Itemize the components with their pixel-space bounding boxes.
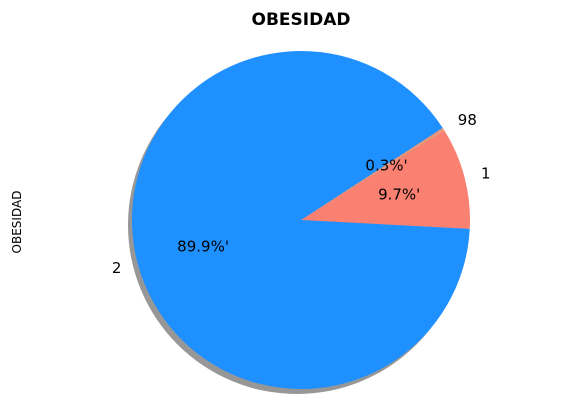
pie-slices bbox=[132, 51, 470, 390]
pie-labels: 1 9.7%' 98 0.3%' 2 89.9%' bbox=[112, 111, 491, 277]
pie-slice-1 bbox=[301, 130, 470, 229]
slice-label-1: 1 bbox=[481, 165, 491, 183]
pie-slice-98 bbox=[301, 127, 445, 220]
slice-percent-98: 0.3%' bbox=[365, 157, 407, 175]
chart-title: OBESIDAD bbox=[252, 10, 351, 30]
slice-label-98: 98 bbox=[458, 111, 477, 129]
y-axis-label: OBESIDAD bbox=[10, 191, 24, 254]
pie-slice-2 bbox=[132, 51, 470, 390]
slice-percent-2: 89.9%' bbox=[177, 237, 229, 255]
slice-percent-1: 9.7%' bbox=[378, 186, 420, 204]
slice-label-2: 2 bbox=[112, 259, 122, 277]
